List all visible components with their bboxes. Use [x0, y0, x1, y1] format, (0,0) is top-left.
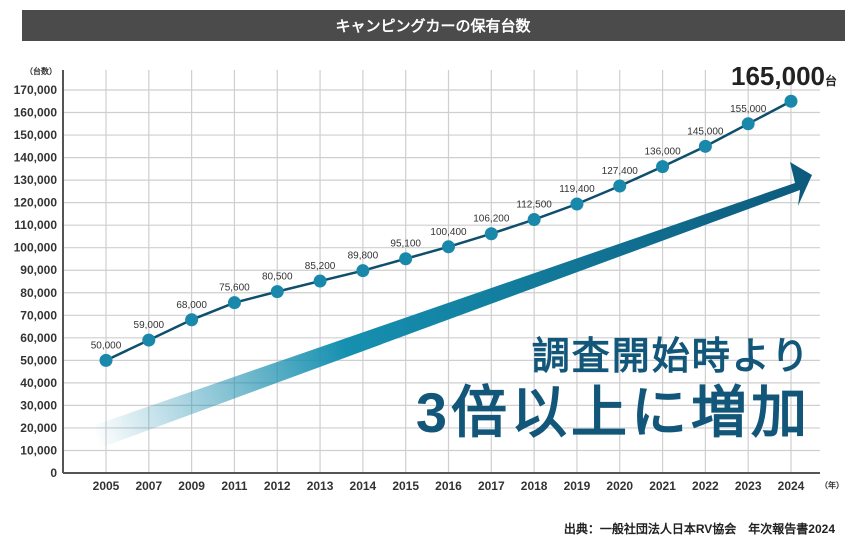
chart-title: キャンピングカーの保有台数: [335, 17, 531, 35]
data-point: [442, 240, 455, 254]
growth-arrow: [95, 162, 812, 448]
data-label: 68,000: [176, 300, 207, 311]
x-tick-label: 2014: [350, 479, 377, 493]
data-point: [356, 264, 370, 278]
data-point: [313, 274, 327, 288]
data-label: 119,400: [559, 184, 595, 195]
data-label: 127,400: [602, 166, 639, 177]
data-label: 89,800: [348, 251, 379, 262]
data-label: 155,000: [730, 104, 767, 115]
y-tick-label: 140,000: [14, 151, 58, 165]
data-label: 106,200: [473, 214, 510, 225]
highlight-unit: 台: [825, 73, 837, 88]
annotation-line1: 調査開始時より: [532, 336, 811, 378]
data-point: [99, 353, 113, 367]
y-tick-label: 150,000: [14, 128, 58, 142]
series-line: 50,000 59,000 68,000 75,600 80,500 85,200 89,8…: [91, 94, 798, 367]
x-axis-unit: （年）: [820, 480, 844, 490]
x-tick-label: 2005: [93, 479, 120, 493]
x-tick-label: 2018: [521, 479, 548, 493]
data-label: 95,100: [390, 239, 421, 250]
data-point: [399, 252, 413, 266]
data-point: [698, 139, 712, 153]
data-label: 145,000: [687, 126, 724, 137]
annotation-line2: 3倍以上に増加: [416, 381, 811, 444]
source-note: 出典：一般社団法人日本RV協会 年次報告書2024: [564, 521, 835, 536]
y-tick-label: 30,000: [20, 398, 57, 412]
data-point: [484, 227, 498, 241]
x-tick-label: 2020: [606, 479, 633, 493]
data-point: [142, 333, 156, 347]
x-tick-label: 2019: [564, 479, 591, 493]
y-tick-label: 120,000: [14, 196, 58, 210]
x-tick-label: 2024: [778, 479, 805, 493]
y-axis-label: （台数）: [25, 66, 57, 76]
axes: 0 10,000 20,000 30,000 40,000 50,000 60,000 70,…: [14, 70, 820, 493]
data-point: [185, 313, 199, 327]
x-tick-label: 2016: [435, 479, 462, 493]
y-tick-label: 60,000: [20, 331, 57, 345]
data-point: [227, 296, 241, 310]
y-tick-label: 170,000: [14, 83, 58, 97]
x-tick-label: 2017: [478, 479, 505, 493]
y-tick-label: 160,000: [14, 106, 58, 120]
data-label: 85,200: [305, 261, 336, 272]
title-bar: [22, 10, 845, 41]
data-point: [784, 94, 798, 108]
x-tick-label: 2012: [264, 479, 291, 493]
x-tick-label: 2021: [649, 479, 676, 493]
y-tick-label: 40,000: [20, 376, 57, 390]
data-label: 75,600: [219, 283, 250, 294]
growth-arrow-shape: [95, 162, 812, 448]
y-tick-label: 0: [50, 466, 57, 480]
data-label: 50,000: [91, 340, 122, 351]
x-tick-label: 2011: [221, 479, 247, 493]
y-tick-label: 10,000: [20, 443, 57, 457]
x-tick-label: 2015: [392, 479, 419, 493]
data-point: [570, 197, 584, 211]
data-label: 59,000: [134, 320, 165, 331]
x-tick-label: 2023: [735, 479, 762, 493]
y-tick-label: 130,000: [14, 173, 58, 187]
data-label: 136,000: [644, 147, 681, 158]
y-tick-label: 20,000: [20, 421, 57, 435]
y-tick-label: 80,000: [20, 286, 57, 300]
y-tick-label: 70,000: [20, 308, 57, 322]
data-point: [656, 160, 670, 174]
highlight-number: 165,000: [731, 61, 825, 91]
data-label: 80,500: [262, 272, 293, 283]
y-tick-label: 100,000: [14, 241, 58, 255]
data-point: [527, 213, 541, 227]
x-tick-label: 2013: [307, 479, 334, 493]
y-tick-label: 50,000: [20, 353, 57, 367]
data-label: 112,500: [516, 200, 552, 211]
x-tick-label: 2009: [178, 479, 205, 493]
x-tick-label: 2022: [692, 479, 719, 493]
data-point: [270, 285, 284, 299]
x-tick-label: 2007: [135, 479, 162, 493]
y-tick-label: 110,000: [14, 218, 57, 232]
data-point: [613, 179, 627, 193]
y-tick-label: 90,000: [20, 263, 57, 277]
data-label: 100,400: [430, 227, 467, 238]
data-point: [741, 117, 755, 131]
highlight-value: 165,000台: [731, 61, 837, 91]
